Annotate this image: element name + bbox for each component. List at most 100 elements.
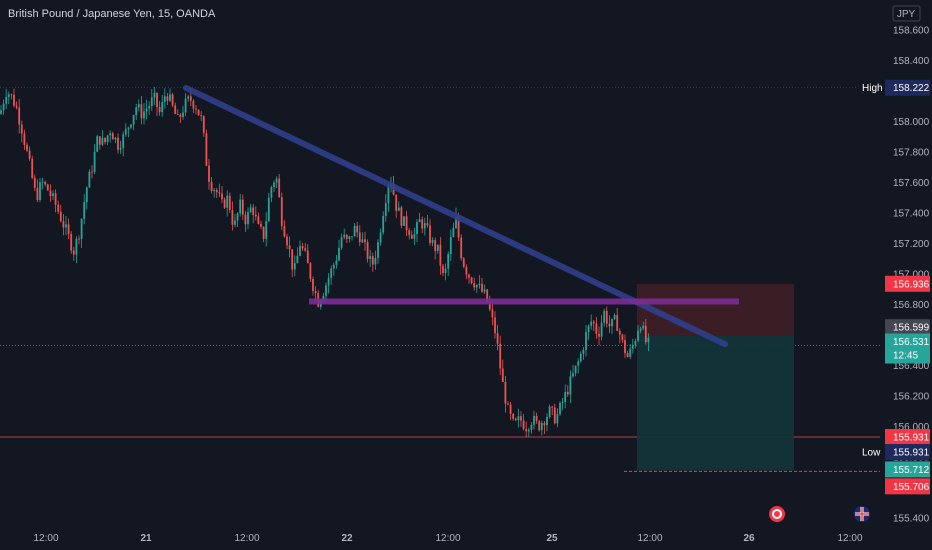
candle-body: [566, 391, 569, 395]
candle-body: [106, 135, 109, 142]
candle-body: [83, 202, 86, 219]
candle-body: [169, 94, 171, 101]
candle-body: [145, 108, 148, 112]
low-tag: Low 155.931: [857, 444, 930, 461]
candle-body: [644, 325, 647, 343]
candle-body: [174, 105, 177, 115]
candle-body: [600, 322, 603, 337]
candle-body: [475, 285, 478, 288]
drawings: [183, 84, 739, 348]
stop-tag-value: 156.936: [893, 279, 930, 290]
candle-body: [117, 137, 119, 150]
candle-body: [369, 256, 372, 259]
candle-body: [473, 283, 476, 288]
entry-tag: 156.599: [885, 319, 930, 336]
support-tag-value: 155.931: [893, 433, 930, 444]
currency-badge[interactable]: [892, 5, 921, 22]
candle-body: [101, 137, 104, 145]
candle-body: [44, 181, 47, 185]
price-tick-label: 157.800: [893, 148, 930, 159]
time-tick-label: 26: [743, 533, 755, 544]
candle-body: [455, 216, 457, 228]
candle-body: [611, 318, 613, 327]
low-tag-value: 155.931: [893, 448, 930, 459]
candle-body: [2, 103, 5, 111]
candle-body: [395, 194, 398, 211]
candle-body: [457, 216, 460, 238]
price-tick-label: 157.400: [893, 209, 930, 220]
candle-body: [486, 289, 489, 302]
candle-body: [431, 240, 434, 243]
candle-body: [192, 100, 195, 109]
high-tag-label-bg: [857, 79, 884, 96]
record-icon[interactable]: [769, 506, 785, 522]
candle-body: [481, 283, 483, 292]
candle-body: [491, 309, 494, 318]
candle-body: [75, 238, 78, 255]
candle-body: [309, 263, 312, 280]
candle-body: [605, 310, 608, 324]
candle-body: [13, 94, 15, 106]
candle-body: [546, 417, 548, 426]
symbol-title: British Pound / Japanese Yen, 15, OANDA: [8, 8, 216, 20]
candle-body: [137, 104, 140, 108]
candle-body: [31, 158, 34, 178]
candle-body: [423, 223, 426, 229]
candle-body: [527, 429, 530, 432]
candle-body: [478, 283, 481, 286]
price-tick-label: 156.000: [893, 422, 930, 433]
candle-body: [332, 264, 335, 269]
candle-body: [452, 227, 455, 238]
candle-body: [613, 315, 616, 319]
price-tick-label: 156.800: [893, 300, 930, 311]
candle-body: [494, 317, 496, 334]
candle-body: [291, 249, 294, 270]
candle-body: [387, 186, 390, 204]
candle-body: [577, 361, 580, 366]
candle-body: [59, 211, 62, 222]
candle-body: [150, 97, 153, 106]
target-tag-bg: [885, 461, 930, 478]
candle-body: [7, 94, 10, 97]
candle-body: [202, 116, 205, 134]
candle-body: [408, 230, 411, 236]
candle-body: [278, 178, 281, 198]
candle-body: [335, 260, 338, 265]
candle-body: [556, 414, 559, 424]
candle-body: [488, 301, 491, 310]
stop-tag-bg: [885, 275, 930, 292]
candle-body: [236, 213, 239, 221]
candle-body: [405, 216, 408, 231]
price-tick-label: 157.600: [893, 178, 930, 189]
candle-body: [114, 137, 117, 140]
candles: [0, 87, 650, 438]
price-tick-label: 156.400: [893, 361, 930, 372]
candle-body: [553, 407, 556, 424]
target-tag-2-bg: [885, 478, 930, 495]
candle-body: [314, 291, 317, 294]
candle-body: [616, 315, 619, 331]
candle-body: [124, 129, 127, 135]
candle-body: [163, 96, 166, 103]
candle-body: [543, 423, 546, 426]
candle-body: [512, 413, 515, 419]
candle-body: [49, 190, 52, 196]
last-price-tag: 156.531 12:45: [885, 333, 930, 364]
candle-body: [23, 133, 26, 145]
candle-body: [379, 232, 382, 243]
candle-body: [509, 404, 512, 414]
candle-body: [637, 330, 639, 341]
uk-flag-icon[interactable]: [854, 506, 870, 522]
candle-body: [67, 224, 70, 235]
candle-body: [267, 197, 270, 222]
stop-zone: [637, 283, 794, 336]
candle-body: [572, 373, 574, 377]
candle-body: [629, 348, 632, 358]
candle-body: [93, 151, 96, 172]
candle-body: [439, 244, 442, 266]
candle-body: [283, 225, 286, 237]
countdown-value: 12:45: [893, 351, 918, 362]
candle-body: [561, 401, 564, 403]
candle-body: [356, 225, 359, 233]
